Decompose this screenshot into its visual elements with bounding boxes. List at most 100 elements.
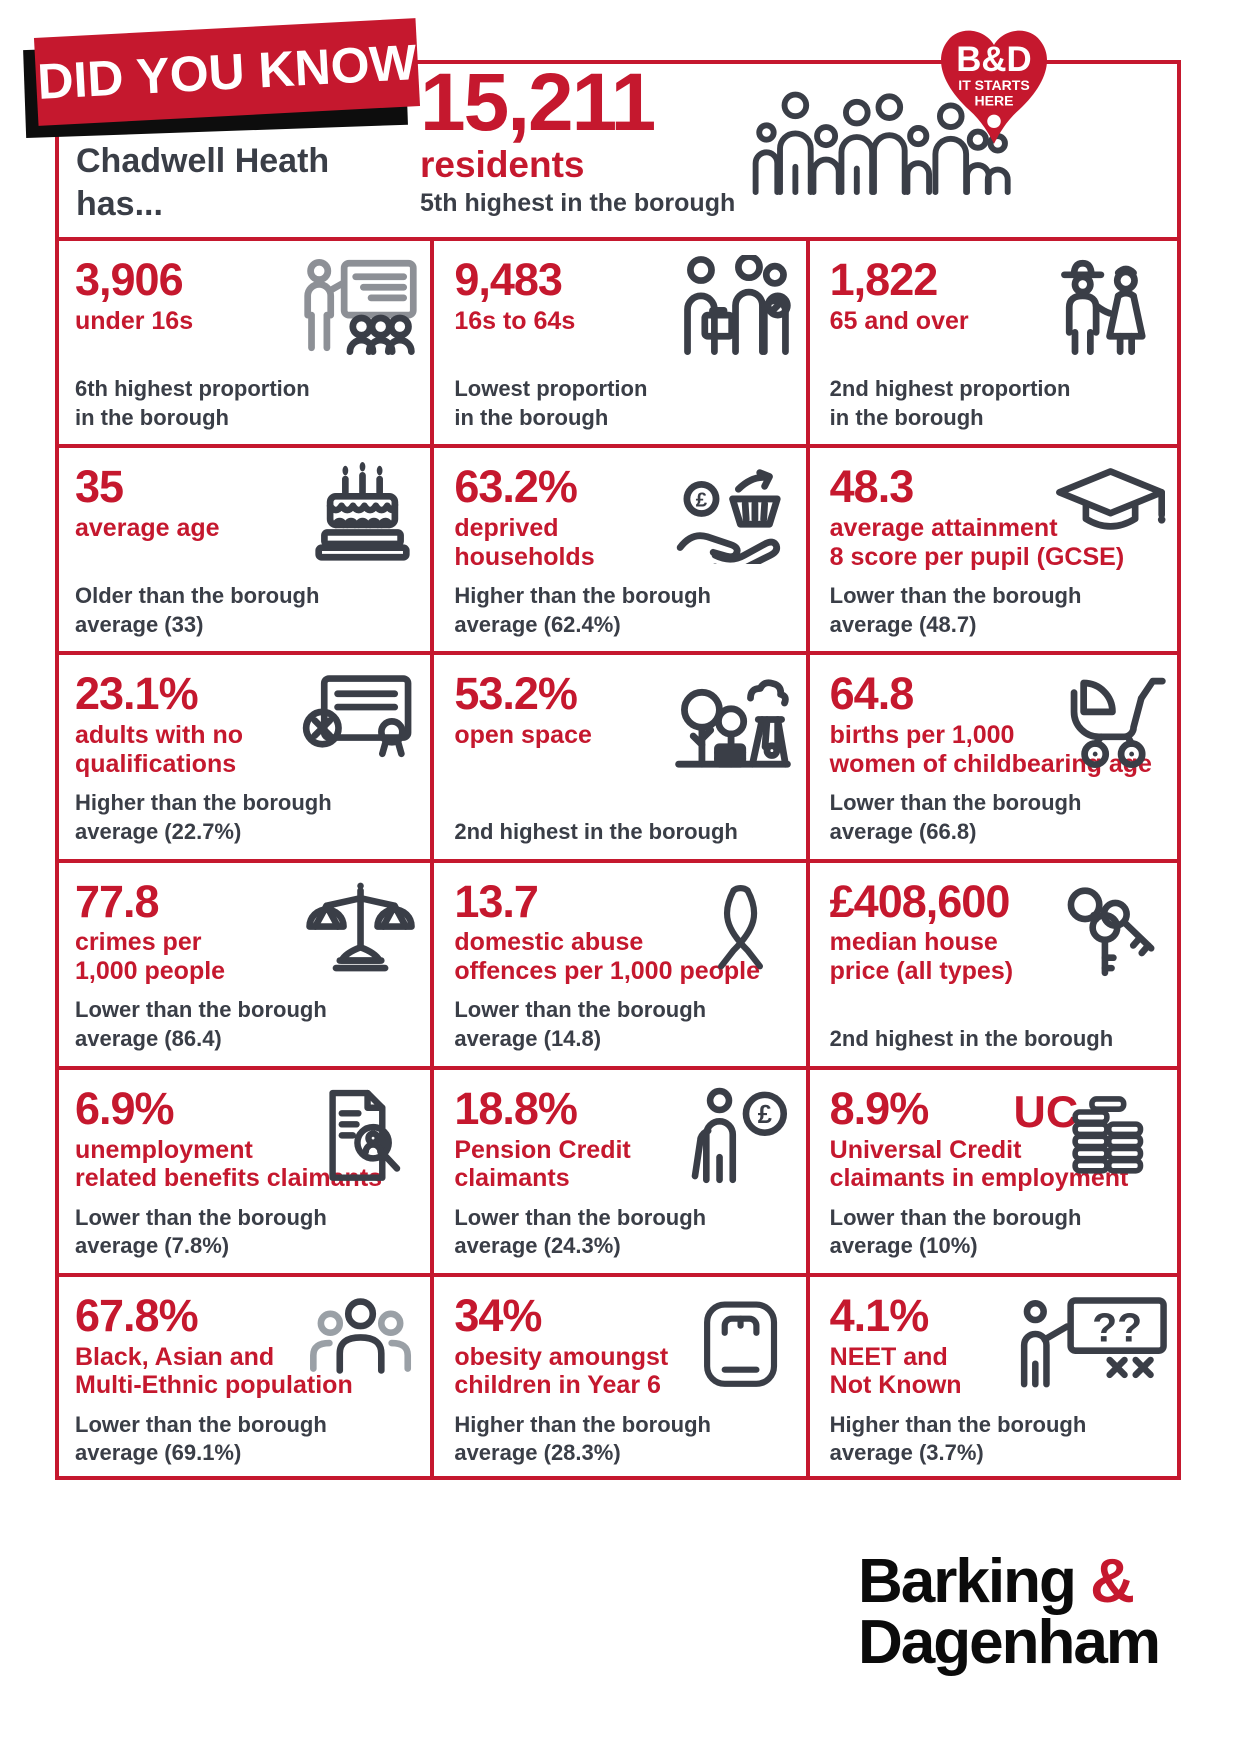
stat-value: 8.9% <box>829 1082 930 1134</box>
stat-cell: £ 63.2% deprived households Higher than … <box>430 444 806 652</box>
weighing-scale-icon <box>686 1291 796 1393</box>
classroom-icon <box>300 255 420 357</box>
svg-text:£: £ <box>695 490 707 512</box>
stat-label: 16s to 64s <box>454 306 576 335</box>
stat-caption: 2nd highest in the borough <box>829 1026 1114 1052</box>
svg-text:??: ?? <box>1092 1304 1142 1350</box>
stat-cell: 64.8 births per 1,000 women of childbear… <box>805 651 1181 859</box>
intro-text: Chadwell Heath has... <box>76 142 330 223</box>
stat-caption: Higher than the borough average (62.4%) <box>454 583 711 637</box>
stat-value: 13.7 <box>454 875 539 927</box>
stat-cell: 34% obesity amoungst children in Year 6 … <box>430 1272 806 1480</box>
stat-value: 34% <box>454 1289 542 1341</box>
did-you-know-banner: DID YOU KNOW <box>23 18 421 139</box>
stat-cell: ?? 4.1% NEET and Not Known Higher than t… <box>805 1272 1181 1480</box>
stat-cell: 1,822 65 and over 2nd highest proportion… <box>805 237 1181 445</box>
stat-label: crimes per 1,000 people <box>75 928 226 985</box>
stat-value: 63.2% <box>454 461 578 513</box>
stat-label: Pension Credit claimants <box>454 1135 631 1193</box>
council-logo-ampersand: & <box>1090 1547 1135 1616</box>
council-logo-line1: Barking <box>858 1547 1077 1616</box>
working-adults-icon <box>676 255 796 357</box>
residents-label: residents <box>420 144 585 185</box>
stats-grid: 3,906 under 16s 6th highest proportion i… <box>55 237 1181 1480</box>
stat-cell: £408,600 median house price (all types) … <box>805 858 1181 1066</box>
stat-caption: Lower than the borough average (48.7) <box>829 583 1082 637</box>
stat-label: obesity amoungst children in Year 6 <box>454 1342 669 1400</box>
stat-caption: Lower than the borough average (66.8) <box>829 790 1082 844</box>
brand-name: B&D <box>956 40 1031 79</box>
stat-cell: 48.3 average attainment 8 score per pupi… <box>805 444 1181 652</box>
stat-cell: 3,906 under 16s 6th highest proportion i… <box>55 237 431 444</box>
stat-label: average attainment 8 score per pupil (GC… <box>829 514 1125 571</box>
stat-caption: Older than the borough average (33) <box>75 583 320 637</box>
svg-text:£: £ <box>757 1101 771 1129</box>
stat-caption: Lower than the borough average (24.3%) <box>454 1204 707 1259</box>
stat-cell: UC 8.9% Universal Credit claimants in em… <box>805 1065 1181 1273</box>
brand-line1: IT STARTS <box>958 77 1029 93</box>
stat-cell: 6.9% unemployment related benefits claim… <box>55 1065 431 1273</box>
certificate-x-icon <box>298 669 420 769</box>
stat-caption: Higher than the borough average (28.3%) <box>454 1411 711 1466</box>
residents-count: 15,211 <box>420 57 656 148</box>
stat-cell: £ 18.8% Pension Credit claimants Lower t… <box>430 1065 806 1273</box>
stat-label: open space <box>454 721 592 750</box>
stat-caption: Higher than the borough average (3.7%) <box>829 1411 1087 1466</box>
graduation-cap-icon <box>1051 462 1171 552</box>
stat-caption: Lower than the borough average (69.1%) <box>75 1411 327 1466</box>
brand-line2: HERE <box>975 93 1014 109</box>
stat-cell: 77.8 crimes per 1,000 people Lower than … <box>55 858 431 1066</box>
stat-label: Universal Credit claimants in employment <box>829 1135 1129 1193</box>
council-logo: Barking & Dagenham <box>858 1551 1161 1677</box>
stat-value: 4.1% <box>829 1289 930 1341</box>
headline: 15,211 residents 5th highest in the boro… <box>420 62 735 218</box>
bd-heart-logo: B&D IT STARTS HERE <box>926 18 1062 169</box>
stat-caption: Lower than the borough average (14.8) <box>454 997 707 1052</box>
council-logo-line2: Dagenham <box>858 1607 1161 1677</box>
keys-icon <box>1053 877 1171 979</box>
stat-cell: 13.7 domestic abuse offences per 1,000 p… <box>430 858 806 1066</box>
stat-caption: 6th highest proportion in the borough <box>75 375 310 430</box>
diverse-group-icon <box>302 1291 420 1381</box>
stat-value: 18.8% <box>454 1082 578 1134</box>
stat-value: 53.2% <box>454 668 578 720</box>
stat-value: 67.8% <box>75 1289 199 1341</box>
stat-caption: Lower than the borough average (7.8%) <box>75 1204 327 1259</box>
scales-icon <box>302 877 420 977</box>
ribbon-icon <box>686 877 796 979</box>
svg-text:UC: UC <box>1014 1087 1079 1137</box>
stat-label: adults with no qualifications <box>75 721 244 778</box>
birthday-cake-icon <box>305 462 420 562</box>
stat-cell: 9,483 16s to 64s Lowest proportion in th… <box>430 237 806 445</box>
stat-label: under 16s <box>75 306 194 335</box>
infographic-frame <box>55 60 1181 1480</box>
stat-value: 9,483 <box>454 254 563 305</box>
stat-value: 35 <box>75 461 124 513</box>
stat-label: births per 1,000 women of childbearing a… <box>829 721 1152 778</box>
stat-caption: 2nd highest proportion in the borough <box>829 375 1071 430</box>
stat-value: 1,822 <box>829 254 939 305</box>
stat-caption: Higher than the borough average (22.7%) <box>75 790 332 844</box>
document-search-icon <box>305 1084 420 1184</box>
stat-cell: 67.8% Black, Asian and Multi-Ethnic popu… <box>55 1272 431 1480</box>
stat-caption: Lower than the borough average (10%) <box>829 1204 1082 1259</box>
stat-cell: 23.1% adults with no qualifications High… <box>55 651 431 858</box>
residents-caption: 5th highest in the borough <box>420 188 736 217</box>
money-basket-icon: £ <box>674 462 796 565</box>
stat-value: 77.8 <box>75 875 160 927</box>
stat-value: 6.9% <box>75 1082 175 1134</box>
stat-value: 23.1% <box>75 668 199 720</box>
elderly-couple-icon <box>1051 255 1171 357</box>
stat-label: average age <box>75 514 220 543</box>
stat-value: 48.3 <box>829 461 915 513</box>
stat-value: £408,600 <box>829 875 1011 927</box>
stat-label: NEET and Not Known <box>829 1342 962 1400</box>
park-icon <box>671 669 796 771</box>
stat-value: 64.8 <box>829 668 915 720</box>
stat-label: Black, Asian and Multi-Ethnic population <box>75 1342 353 1400</box>
stat-cell: 35 average age Older than the borough av… <box>55 444 431 651</box>
stroller-icon <box>1051 669 1171 771</box>
stat-cell: 53.2% open space 2nd highest in the boro… <box>430 651 806 859</box>
question-board-icon: ?? <box>1013 1291 1171 1389</box>
stat-caption: Lower than the borough average (86.4) <box>75 997 327 1052</box>
